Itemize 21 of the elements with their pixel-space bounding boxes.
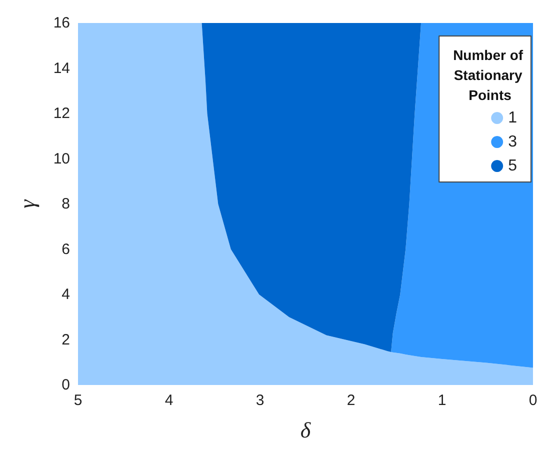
legend-title: Number of Stationary Points	[453, 47, 527, 103]
y-tick-label: 8	[62, 196, 70, 212]
x-tick-label: 2	[346, 392, 356, 409]
x-tick-label: 5	[74, 392, 82, 409]
legend-label: 5	[508, 158, 518, 174]
x-tick-label: 3	[256, 392, 264, 409]
y-axis-title: γ	[14, 198, 40, 208]
legend-label: 1	[508, 110, 518, 126]
x-axis-title: δ	[300, 418, 312, 442]
y-tick-label: 2	[62, 331, 70, 348]
y-tick-label: 14	[53, 60, 70, 77]
legend-label: 3	[508, 134, 518, 150]
x-tick-label: 0	[528, 392, 538, 409]
x-tick-label: 4	[164, 392, 174, 409]
y-tick-label: 10	[53, 150, 70, 168]
x-tick-label: 1	[438, 392, 446, 409]
y-tick-label: 12	[53, 105, 70, 122]
y-tick-label: 16	[53, 14, 70, 32]
y-tick-label: 0	[62, 376, 70, 394]
y-tick-label: 4	[62, 286, 70, 303]
y-tick-label: 6	[62, 240, 70, 258]
